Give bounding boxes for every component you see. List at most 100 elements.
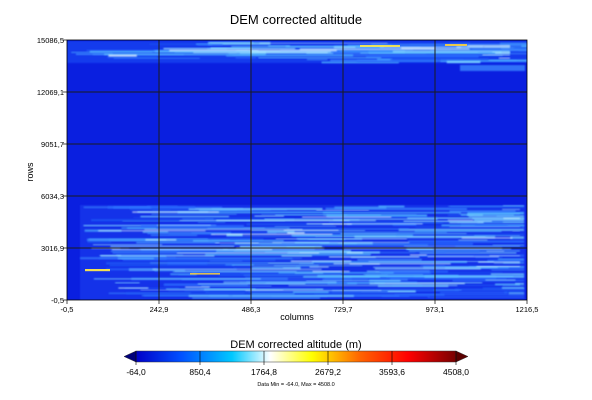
terrain-streak	[512, 231, 520, 232]
terrain-streak	[197, 43, 223, 46]
grid-lines	[67, 40, 527, 300]
terrain-streak	[486, 250, 505, 252]
terrain-streak	[115, 282, 140, 284]
x-axis: -0,5 242,9 486,3 729,7 973,1 1216,5	[61, 300, 538, 314]
terrain-streak	[449, 210, 516, 213]
terrain-streak	[306, 58, 328, 61]
x-tick-label: 729,7	[334, 305, 353, 314]
terrain-streak	[315, 236, 486, 238]
terrain-streak	[140, 224, 244, 228]
terrain-streak	[403, 220, 492, 222]
terrain-streak	[209, 260, 243, 262]
terrain-streak	[306, 280, 401, 282]
terrain-streak	[419, 252, 517, 254]
terrain-streak	[170, 273, 197, 276]
terrain-streak	[510, 236, 524, 239]
terrain-streak	[448, 205, 524, 207]
terrain-streak	[427, 255, 500, 258]
terrain-streak	[439, 291, 508, 294]
terrain-streak	[378, 205, 405, 208]
terrain-streak	[306, 223, 423, 225]
terrain-streak	[166, 257, 302, 259]
terrain-streak	[133, 217, 266, 219]
terrain-streak	[298, 49, 414, 51]
terrain-streak	[150, 234, 198, 236]
terrain-streak	[223, 281, 337, 284]
terrain-streak	[493, 262, 520, 264]
terrain-streak	[427, 296, 524, 298]
terrain-streak	[216, 250, 352, 253]
terrain-streak	[163, 283, 248, 286]
terrain-streak	[91, 219, 231, 222]
terrain-streak	[144, 228, 303, 231]
colorbar-low-arrow	[123, 350, 137, 363]
terrain-streak	[401, 47, 436, 50]
terrain-streak	[321, 61, 399, 64]
terrain-streak	[468, 48, 527, 52]
terrain-streak	[268, 45, 290, 47]
terrain-streak	[392, 50, 510, 53]
terrain-streak	[93, 278, 261, 280]
terrain-streak	[312, 270, 350, 273]
terrain-streak	[491, 268, 524, 271]
terrain-streak	[229, 238, 264, 242]
terrain-streak	[487, 259, 524, 262]
terrain-streak	[334, 206, 387, 209]
terrain-streak	[121, 227, 290, 229]
y-tick-label: 12069,1	[37, 88, 64, 97]
terrain-streak	[326, 214, 428, 217]
terrain-streak	[324, 277, 497, 280]
terrain-streak	[152, 268, 322, 271]
terrain-streak	[398, 228, 524, 231]
terrain-streak	[454, 288, 524, 291]
terrain-streak	[291, 234, 414, 237]
terrain-streak	[132, 211, 219, 213]
x-tick-label: 486,3	[242, 305, 261, 314]
terrain-streak	[142, 231, 169, 233]
terrain-streak	[193, 240, 284, 242]
terrain-streak	[333, 262, 451, 265]
terrain-streak	[490, 273, 524, 276]
terrain-streak	[86, 49, 236, 52]
terrain-streak	[287, 232, 305, 234]
terrain-streak	[521, 44, 527, 48]
terrain-streak	[459, 213, 520, 215]
terrain-streak	[478, 51, 500, 54]
terrain-streak	[141, 295, 229, 297]
terrain-streak	[246, 223, 334, 226]
terrain-streak	[299, 263, 344, 265]
terrain-streak	[108, 54, 137, 57]
terrain-streak	[146, 205, 178, 207]
terrain-streak	[107, 55, 158, 59]
terrain-highlight	[445, 44, 467, 46]
terrain-streak	[245, 276, 352, 279]
terrain-streak	[325, 207, 467, 211]
terrain-streak	[169, 49, 337, 52]
terrain-streak	[179, 220, 350, 222]
colorbar-tick-label: 2679,2	[315, 367, 341, 377]
terrain-streak	[502, 208, 520, 211]
terrain-streak	[98, 230, 206, 232]
terrain-streak	[113, 57, 200, 59]
terrain-streak	[449, 42, 471, 44]
terrain-streak	[420, 47, 502, 50]
x-axis-label: columns	[280, 312, 314, 322]
terrain-streak	[415, 252, 446, 254]
colorbar-tick-label: 850,4	[189, 367, 211, 377]
terrain-streak	[317, 274, 459, 278]
terrain-streak	[346, 282, 385, 284]
terrain-streak	[288, 51, 393, 54]
plot-border	[66, 39, 528, 301]
terrain-streak	[302, 216, 392, 218]
terrain-streak	[467, 45, 510, 47]
terrain-streak	[390, 57, 489, 61]
colorbar-tick-label: 4508,0	[443, 367, 469, 377]
terrain-streak	[260, 244, 428, 246]
terrain-streak	[458, 239, 488, 241]
terrain-streak	[185, 286, 210, 288]
terrain-streak	[303, 276, 381, 278]
terrain-streak	[476, 266, 520, 268]
terrain-streak	[396, 233, 524, 236]
terrain-streak	[104, 53, 266, 56]
terrain-streak	[192, 297, 321, 299]
